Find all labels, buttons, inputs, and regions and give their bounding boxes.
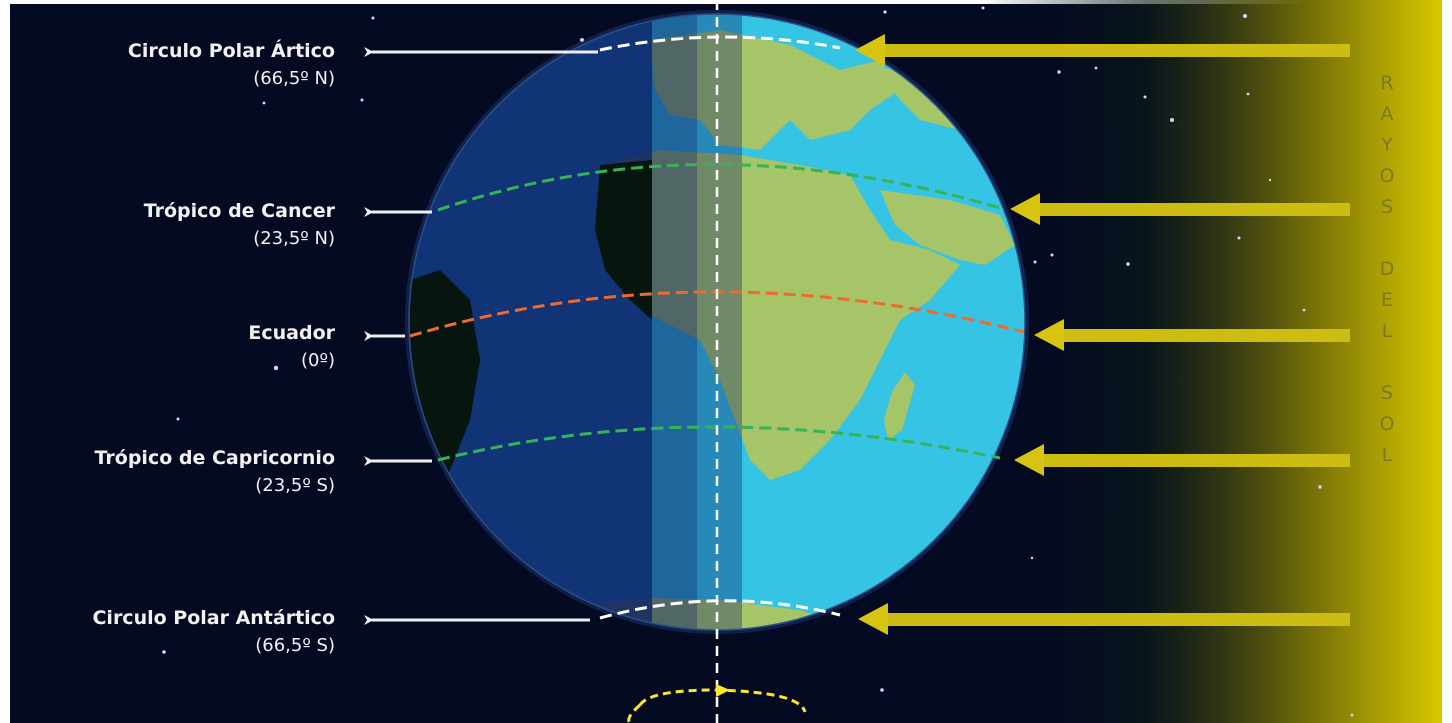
label-arctic-name: Circulo Polar Ártico <box>127 40 335 62</box>
sun-rays <box>855 34 1350 635</box>
sun-rays-label-letter: Y <box>1381 134 1393 156</box>
sun-ray-capricorn <box>1014 444 1350 476</box>
sun-ray-antarctic <box>858 603 1350 635</box>
label-equator: Ecuador (0º) <box>60 320 335 374</box>
label-antarctic-name: Circulo Polar Antártico <box>92 607 335 629</box>
sun-ray-equator <box>1034 319 1350 351</box>
label-equator-degree: (0º) <box>301 350 335 371</box>
sun-ray-arctic <box>855 34 1350 66</box>
label-arrows <box>364 47 598 625</box>
label-equator-name: Ecuador <box>248 322 335 344</box>
sun-rays-label-letter: A <box>1380 103 1394 125</box>
label-capricorn-degree: (23,5º S) <box>255 475 335 496</box>
label-tropic-cancer: Trópico de Cancer (23,5º N) <box>60 198 335 252</box>
sun-rays-label-letter: L <box>1381 320 1393 342</box>
label-cancer-name: Trópico de Cancer <box>143 200 335 222</box>
rotation-arrow-icon <box>627 684 807 723</box>
sun-rays-label-gap <box>1372 347 1402 378</box>
label-antarctic-degree: (66,5º S) <box>255 635 335 656</box>
right-border <box>1442 0 1452 723</box>
sun-rays-label-letter: D <box>1379 258 1395 280</box>
sun-rays-label-letter: S <box>1380 382 1394 404</box>
left-border <box>0 0 10 723</box>
sun-rays-label-letter: R <box>1380 72 1394 94</box>
label-antarctic-circle: Circulo Polar Antártico (66,5º S) <box>40 605 335 659</box>
label-arctic-circle: Circulo Polar Ártico (66,5º N) <box>60 38 335 92</box>
top-border <box>0 0 1452 4</box>
sunlight-glow <box>980 0 1442 723</box>
sun-rays-label-letter: E <box>1380 289 1393 311</box>
sun-ray-cancer <box>1010 193 1350 225</box>
tropic-cancer-line <box>437 163 1001 212</box>
tropic-capricorn-line <box>437 425 1001 462</box>
label-cancer-degree: (23,5º N) <box>253 228 335 249</box>
label-arctic-degree: (66,5º N) <box>253 68 335 89</box>
sun-rays-label-letter: O <box>1379 165 1395 187</box>
equator-line <box>409 290 1025 338</box>
sun-rays-label-gap <box>1372 223 1402 254</box>
latitude-lines <box>409 35 1025 620</box>
label-tropic-capricorn: Trópico de Capricornio (23,5º S) <box>40 445 335 499</box>
sun-rays-label-letter: L <box>1381 444 1393 466</box>
sun-rays-label-letter: O <box>1379 413 1395 435</box>
sun-rays-label-letter: S <box>1380 196 1394 218</box>
label-capricorn-name: Trópico de Capricornio <box>94 447 335 469</box>
